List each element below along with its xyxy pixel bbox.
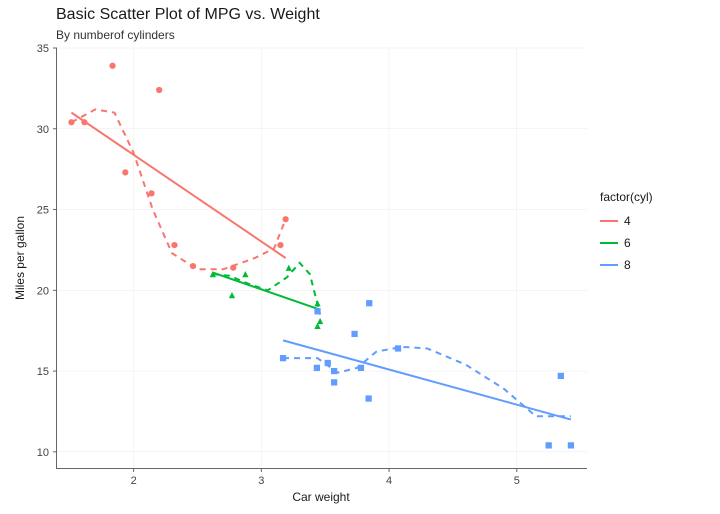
y-axis-label: Miles per gallon [12,48,28,468]
svg-text:20: 20 [37,285,49,297]
legend-swatch-icon [600,236,618,250]
svg-text:3: 3 [258,475,264,487]
chart-title: Basic Scatter Plot of MPG vs. Weight [56,6,320,24]
x-axis-label: Car weight [56,490,586,504]
x-ticks: 2 3 4 5 [131,468,520,487]
svg-text:30: 30 [37,124,49,136]
svg-text:5: 5 [514,475,520,487]
svg-text:4: 4 [386,475,392,487]
legend-label: 8 [624,258,631,272]
y-ticks: 10 15 20 25 30 35 [37,43,57,459]
legend-label: 4 [624,214,631,228]
scatter-points [68,63,574,449]
legend-swatch-icon [600,258,618,272]
svg-text:15: 15 [37,366,49,378]
svg-text:2: 2 [131,475,137,487]
fit-lines [71,109,570,419]
legend-title: factor(cyl) [600,190,653,204]
svg-text:10: 10 [37,447,49,459]
svg-text:35: 35 [37,43,49,55]
legend-item-4: 4 [600,214,653,228]
legend-item-6: 6 [600,236,653,250]
legend-label: 6 [624,236,631,250]
chart-subtitle: By numberof cylinders [56,28,175,42]
plot-area: 2345 101520253035 [56,48,587,469]
legend: factor(cyl) 4 6 8 [600,190,653,280]
svg-text:25: 25 [37,205,49,217]
gridlines [57,48,587,468]
legend-swatch-icon [600,214,618,228]
legend-item-8: 8 [600,258,653,272]
